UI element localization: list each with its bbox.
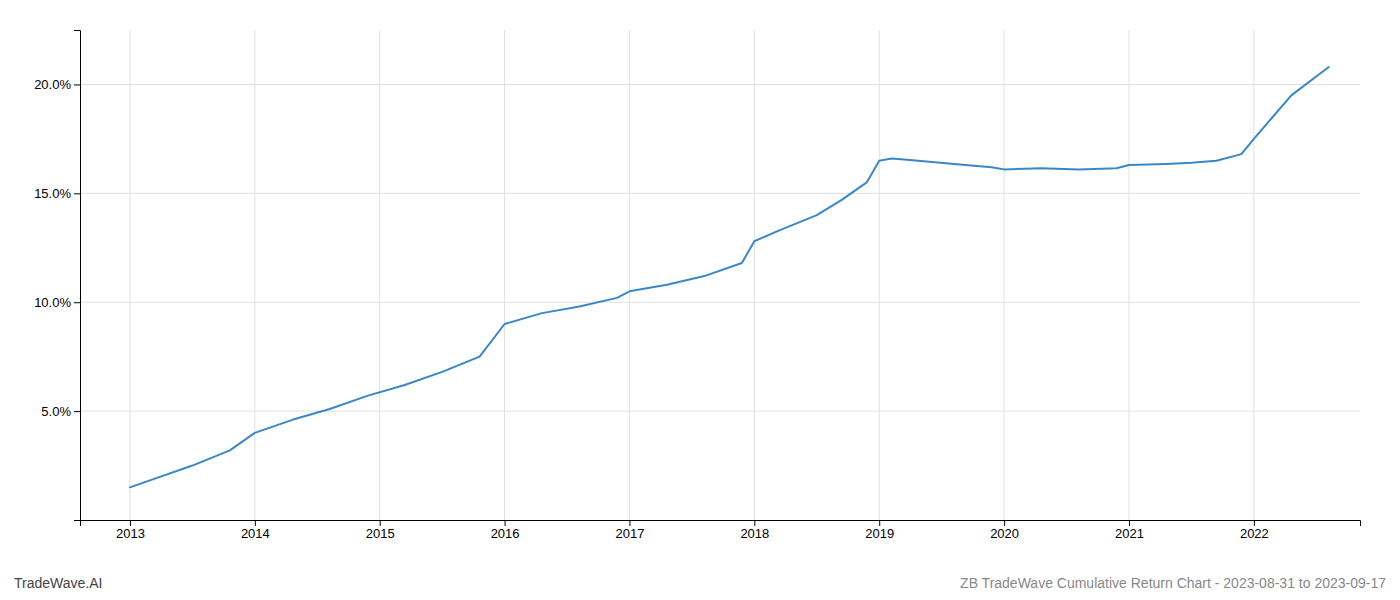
x-tick: 2018 xyxy=(740,520,769,541)
x-tick: 2019 xyxy=(865,520,894,541)
y-tick-label: 15.0% xyxy=(34,186,71,201)
y-tick-label: 20.0% xyxy=(34,77,71,92)
y-axis: 5.0% 10.0% 15.0% 20.0% xyxy=(34,31,80,521)
y-tick-mark xyxy=(74,193,80,194)
x-tick-label: 2019 xyxy=(865,526,894,541)
x-tick-label: 2013 xyxy=(116,526,145,541)
x-tick-mark xyxy=(380,520,381,526)
x-tick-label: 2017 xyxy=(616,526,645,541)
x-tick: 2021 xyxy=(1115,520,1144,541)
grid-line-y xyxy=(80,411,1360,412)
chart: 2013 2014 2015 2016 2017 2018 2019 2020 2021 2022… xyxy=(0,0,1400,600)
y-tick-mark xyxy=(74,302,80,303)
grid-line-x xyxy=(504,30,505,520)
grid-line-y xyxy=(80,84,1360,85)
x-tick-label: 2022 xyxy=(1240,526,1269,541)
y-tick-mark xyxy=(74,411,80,412)
x-tick: 2013 xyxy=(116,520,145,541)
x-tick-mark xyxy=(879,520,880,526)
grid-line-x xyxy=(379,30,380,520)
grid-line-x xyxy=(129,30,130,520)
grid-line-y xyxy=(80,302,1360,303)
y-tick: 15.0% xyxy=(34,186,80,201)
x-tick-label: 2016 xyxy=(491,526,520,541)
x-tick: 2022 xyxy=(1240,520,1269,541)
grid-line-x xyxy=(879,30,880,520)
y-tick-label: 5.0% xyxy=(41,404,71,419)
y-tick: 10.0% xyxy=(34,295,80,310)
x-tick-mark xyxy=(1254,520,1255,526)
x-tick-label: 2018 xyxy=(740,526,769,541)
x-tick: 2016 xyxy=(491,520,520,541)
x-tick-mark xyxy=(255,520,256,526)
grid-line-x xyxy=(754,30,755,520)
grid-line-x xyxy=(1128,30,1129,520)
grid-line-x xyxy=(254,30,255,520)
y-domain xyxy=(74,31,81,521)
y-tick: 20.0% xyxy=(34,77,80,92)
grid xyxy=(80,30,1360,520)
x-tick-label: 2015 xyxy=(366,526,395,541)
x-tick-mark xyxy=(754,520,755,526)
x-axis: 2013 2014 2015 2016 2017 2018 2019 2020 2021 2022 xyxy=(81,520,1361,541)
grid-line-x xyxy=(629,30,630,520)
footer-left: TradeWave.AI xyxy=(14,575,102,591)
grid-line-y xyxy=(80,193,1360,194)
x-tick: 2014 xyxy=(241,520,270,541)
x-tick: 2017 xyxy=(616,520,645,541)
x-tick-mark xyxy=(629,520,630,526)
plot-area: 2013 2014 2015 2016 2017 2018 2019 2020 2021 2022… xyxy=(34,30,1360,541)
footer-right: ZB TradeWave Cumulative Return Chart - 2… xyxy=(960,575,1386,591)
marks xyxy=(130,67,1329,487)
x-tick: 2015 xyxy=(366,520,395,541)
y-tick-mark xyxy=(74,84,80,85)
x-tick-label: 2021 xyxy=(1115,526,1144,541)
x-tick-label: 2020 xyxy=(990,526,1019,541)
x-tick-mark xyxy=(1004,520,1005,526)
x-domain xyxy=(81,521,1361,527)
grid-line-x xyxy=(1004,30,1005,520)
x-tick-label: 2014 xyxy=(241,526,270,541)
x-tick-mark xyxy=(130,520,131,526)
line xyxy=(130,67,1329,487)
x-tick-mark xyxy=(505,520,506,526)
x-tick-mark xyxy=(1129,520,1130,526)
y-tick-label: 10.0% xyxy=(34,295,71,310)
x-tick: 2020 xyxy=(990,520,1019,541)
grid-line-x xyxy=(1253,30,1254,520)
y-tick: 5.0% xyxy=(41,404,80,419)
